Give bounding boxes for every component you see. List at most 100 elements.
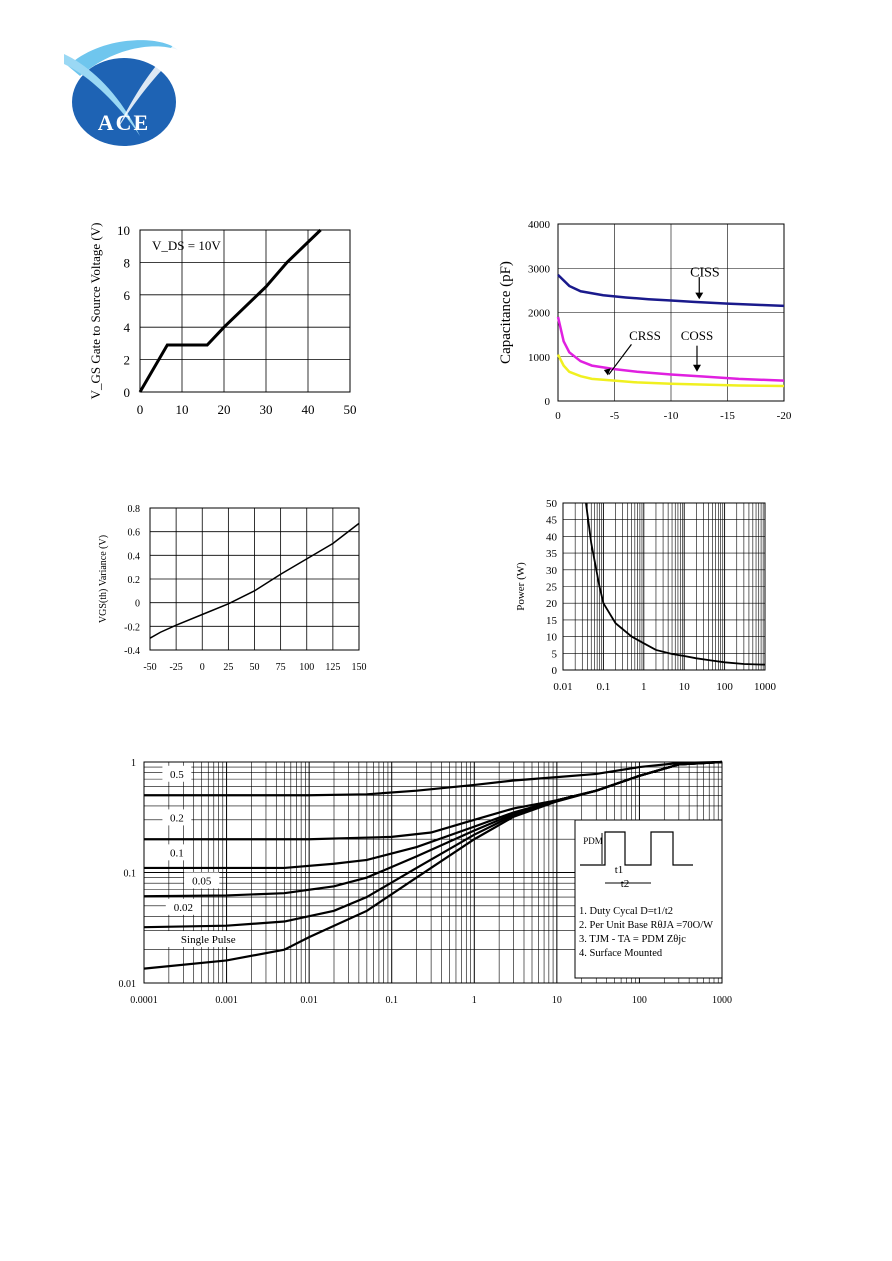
x-tick-label: 1 <box>472 995 477 1006</box>
series-line <box>138 228 322 393</box>
arrow-crss <box>608 343 632 375</box>
y-tick-label: 0 <box>545 396 551 408</box>
y-tick-label: 20 <box>546 598 558 610</box>
y-tick-label: 30 <box>546 565 558 577</box>
x-tick-label: -20 <box>777 410 792 422</box>
x-tick-label: 100 <box>632 995 647 1006</box>
x-tick-label: 0.001 <box>215 995 238 1006</box>
x-tick-label: 10 <box>176 402 189 417</box>
y-tick-label: 0.01 <box>119 979 137 990</box>
series-line-ciss <box>557 273 785 308</box>
y-tick-label: 4 <box>124 320 131 335</box>
inset-note: 2. Per Unit Base RθJA =70O/W <box>579 920 713 931</box>
y-tick-label: 5 <box>552 648 558 660</box>
x-tick-label: -15 <box>720 410 735 422</box>
inset-note: 4. Surface Mounted <box>579 948 663 959</box>
series-line <box>144 760 723 870</box>
y-tick-label: 0 <box>552 665 558 677</box>
x-tick-label: 30 <box>260 402 273 417</box>
logo-swoosh-left <box>64 54 140 136</box>
y-tick-label: 0.6 <box>128 528 141 539</box>
x-tick-label: 0.0001 <box>130 995 158 1006</box>
x-tick-label: 100 <box>299 662 314 673</box>
y-axis-label: Power (W) <box>515 562 527 611</box>
y-tick-label: 0 <box>135 599 140 610</box>
logo-swoosh-right <box>118 40 182 128</box>
curve-label: Single Pulse <box>181 934 236 946</box>
x-tick-label: -10 <box>664 410 679 422</box>
y-tick-label: 0.4 <box>128 551 141 562</box>
y-axis-label: V_GS Gate to Source Voltage (V) <box>88 223 103 400</box>
series-line <box>143 760 723 898</box>
y-tick-label: 2000 <box>528 308 551 320</box>
y-axis-label: Capacitance (pF) <box>498 261 514 364</box>
x-tick-label: 1 <box>641 681 647 693</box>
inset-note: 3. TJM - TA = PDM Zθjc <box>579 934 686 945</box>
series-line <box>585 502 766 666</box>
y-tick-label: 3000 <box>528 263 551 275</box>
plot-frame <box>557 223 785 402</box>
x-tick-label: 0.01 <box>553 681 572 693</box>
x-tick-label: 40 <box>302 402 315 417</box>
series-line <box>144 760 723 841</box>
y-tick-label: 50 <box>546 498 558 510</box>
x-tick-label: 150 <box>352 662 367 673</box>
y-tick-label: 4000 <box>528 219 551 231</box>
y-tick-label: 0.8 <box>128 504 141 515</box>
y-tick-label: 0.1 <box>124 869 137 880</box>
curve-label: 0.5 <box>170 769 184 781</box>
x-tick-label: 0 <box>555 410 561 422</box>
series-line <box>143 760 723 970</box>
series-line <box>149 522 360 639</box>
logo-swoosh-top <box>68 40 178 76</box>
x-tick-label: 75 <box>276 662 286 673</box>
y-tick-label: 1 <box>131 758 136 769</box>
y-axis-label: VGS(th) Variance (V) <box>98 535 109 623</box>
x-tick-label: 1000 <box>712 995 732 1006</box>
curve-label-pad <box>162 809 192 826</box>
x-tick-label: 0 <box>137 402 144 417</box>
x-tick-label: -50 <box>143 662 156 673</box>
y-tick-label: 2 <box>124 353 131 368</box>
curve-label-pad <box>162 765 192 782</box>
pulse-waveform <box>580 831 693 866</box>
x-tick-label: -25 <box>169 662 182 673</box>
plot-frame <box>562 502 766 671</box>
x-tick-label: 0.1 <box>385 995 398 1006</box>
x-tick-label: 0.01 <box>300 995 318 1006</box>
pdm-label: PDM <box>583 836 603 846</box>
y-tick-label: 10 <box>117 223 130 238</box>
series-line-crss <box>556 316 785 382</box>
inset-t1-label: t1 <box>615 864 624 876</box>
y-tick-label: -0.4 <box>124 646 140 657</box>
label-ciss: CISS <box>690 266 720 281</box>
annotation-vds: V_DS = 10V <box>152 238 221 253</box>
arrow-coss-head <box>692 364 701 372</box>
x-tick-label: 0 <box>200 662 205 673</box>
plot-frame <box>139 229 351 393</box>
series-line <box>143 760 723 929</box>
x-tick-label: 100 <box>716 681 733 693</box>
y-tick-label: -0.2 <box>124 622 140 633</box>
x-tick-label: 125 <box>325 662 340 673</box>
y-tick-label: 10 <box>546 632 558 644</box>
curve-label: 0.02 <box>174 902 193 914</box>
x-tick-label: 20 <box>218 402 231 417</box>
curve-label-pad <box>162 844 192 861</box>
y-tick-label: 45 <box>546 515 558 527</box>
arrow-ciss-head <box>695 292 704 300</box>
x-tick-label: 10 <box>679 681 691 693</box>
curve-label-pad <box>165 931 252 948</box>
x-tick-label: 1000 <box>754 681 777 693</box>
x-tick-label: 25 <box>223 662 233 673</box>
y-tick-label: 8 <box>124 255 131 270</box>
inset-note: 1. Duty Cycal D=t1/t2 <box>579 906 673 917</box>
plot-frame <box>143 761 723 984</box>
x-tick-label: 50 <box>344 402 357 417</box>
y-tick-label: 15 <box>546 615 558 627</box>
logo-text: ACE <box>98 110 150 135</box>
y-tick-label: 35 <box>546 548 558 560</box>
curve-label: 0.05 <box>192 875 212 887</box>
inset-box <box>574 819 723 979</box>
